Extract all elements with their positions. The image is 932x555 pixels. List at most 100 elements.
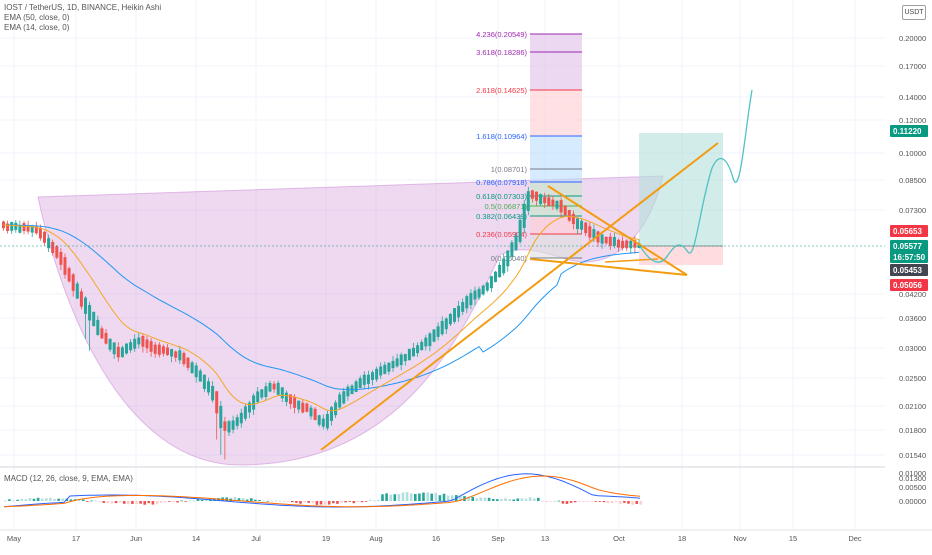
candle-body xyxy=(325,413,329,429)
price-tick-label: 0.20000 xyxy=(899,34,926,43)
fib-band xyxy=(530,34,582,52)
time-tick-label: 19 xyxy=(322,534,330,543)
candle-body xyxy=(116,346,120,358)
macd-histogram-bar xyxy=(24,499,28,501)
macd-histogram-bar xyxy=(491,498,495,501)
candle-body xyxy=(10,221,14,231)
price-tick-label: 0.17000 xyxy=(899,62,926,71)
ema50-legend[interactable]: EMA (50, close, 0) xyxy=(4,13,70,22)
macd-histogram-bar xyxy=(303,501,306,503)
macd-histogram-bar xyxy=(16,499,19,501)
macd-histogram-bar xyxy=(405,492,409,501)
macd-histogram-bar xyxy=(479,497,483,501)
macd-histogram-bar xyxy=(450,495,454,501)
candle-body xyxy=(63,257,67,275)
price-badge-text: 16:57:50 xyxy=(893,253,926,262)
ema-14-line xyxy=(3,215,640,412)
macd-histogram-bar xyxy=(291,501,294,503)
candle-body xyxy=(178,350,182,361)
fib-label: 1(0.08701) xyxy=(491,165,528,174)
macd-histogram-bar xyxy=(180,500,183,502)
macd-histogram-bar xyxy=(110,501,114,504)
candle-body xyxy=(494,271,497,282)
macd-histogram-bar xyxy=(573,501,577,503)
macd-tick-label: 0.01000 xyxy=(899,469,926,478)
price-tick-label: 0.01300 xyxy=(899,474,926,483)
price-tick-label: 0.02500 xyxy=(899,374,926,383)
candle-body xyxy=(436,326,440,337)
macd-histogram-bar xyxy=(188,500,192,502)
macd-histogram-bar xyxy=(418,493,421,501)
macd-histogram-bar xyxy=(373,500,376,502)
macd-histogram-bar xyxy=(307,501,310,503)
candle-body xyxy=(211,385,215,401)
macd-histogram-bar xyxy=(508,498,511,501)
candle-body xyxy=(248,402,251,413)
candle-body xyxy=(506,250,510,267)
candle-body xyxy=(108,338,112,350)
macd-histogram-bar xyxy=(586,501,589,502)
macd-histogram-bar xyxy=(327,501,331,505)
price-badge-text: 0.05577 xyxy=(893,242,922,251)
macd-histogram-bar xyxy=(364,501,368,502)
candle-body xyxy=(617,239,620,248)
candle-body xyxy=(539,194,543,205)
macd-histogram-bar xyxy=(4,500,7,502)
candle-body xyxy=(43,231,46,243)
candle-body xyxy=(453,308,456,322)
candle-body xyxy=(407,348,411,361)
candle-body xyxy=(612,237,616,246)
candle-body xyxy=(428,333,432,347)
candle-body xyxy=(522,203,526,228)
price-badge-text: 0.05453 xyxy=(893,266,922,275)
macd-histogram-bar xyxy=(28,497,32,501)
macd-histogram-bar xyxy=(196,498,200,501)
macd-histogram-bar xyxy=(487,497,491,501)
macd-histogram-bar xyxy=(319,501,323,505)
candle-body xyxy=(75,283,79,299)
macd-histogram-bar xyxy=(578,501,581,502)
macd-histogram-bar xyxy=(635,501,638,504)
candle-body xyxy=(34,226,38,234)
ema14-legend[interactable]: EMA (14, close, 0) xyxy=(4,23,70,32)
macd-histogram-bar xyxy=(143,501,146,505)
time-tick-label: 14 xyxy=(192,534,200,543)
fib-label: 3.618(0.18286) xyxy=(476,48,527,57)
time-axis[interactable]: May 17 Jun 14 Jul 19 Aug 16 Sep 13 Oct 18 Nov 15 Dec xyxy=(0,529,932,550)
time-tick-label: Sep xyxy=(491,534,504,543)
candle-body xyxy=(174,351,178,358)
candle-body xyxy=(424,337,428,347)
candle-body xyxy=(227,421,231,433)
candle-body xyxy=(608,236,612,246)
candle-body xyxy=(170,348,174,357)
candle-body xyxy=(342,391,346,404)
price-tick-label: 0.03000 xyxy=(899,344,926,353)
candle-body xyxy=(334,402,338,416)
macd-legend[interactable]: MACD (12, 26, close, 9, EMA, EMA) xyxy=(4,474,133,483)
candle-body xyxy=(26,225,30,232)
macd-histogram-bar xyxy=(274,500,278,502)
macd-histogram-bar xyxy=(204,499,208,501)
symbol-title[interactable]: IOST / TetherUS, 1D, BINANCE, Heikin Ash… xyxy=(4,3,162,12)
candle-body xyxy=(260,389,264,398)
candle-body xyxy=(22,223,26,232)
candle-body xyxy=(555,200,559,209)
candle-body xyxy=(256,391,260,403)
macd-histogram-bar xyxy=(106,501,110,504)
macd-histogram-bar xyxy=(168,501,171,502)
price-badge xyxy=(890,251,928,263)
candle-body xyxy=(461,302,465,312)
macd-histogram-bar xyxy=(500,498,503,501)
macd-histogram-bar xyxy=(561,501,565,504)
indicator-legend: IOST / TetherUS, 1D, BINANCE, Heikin Ash… xyxy=(4,3,161,33)
macd-histogram-bar xyxy=(639,501,643,505)
currency-button[interactable]: USDT xyxy=(902,5,926,20)
time-tick-label: 18 xyxy=(678,534,686,543)
candle-body xyxy=(346,386,350,397)
candle-body xyxy=(30,225,34,233)
candle-body xyxy=(403,353,407,362)
candle-body xyxy=(223,421,227,431)
price-tick-label: 0.10000 xyxy=(899,149,926,158)
